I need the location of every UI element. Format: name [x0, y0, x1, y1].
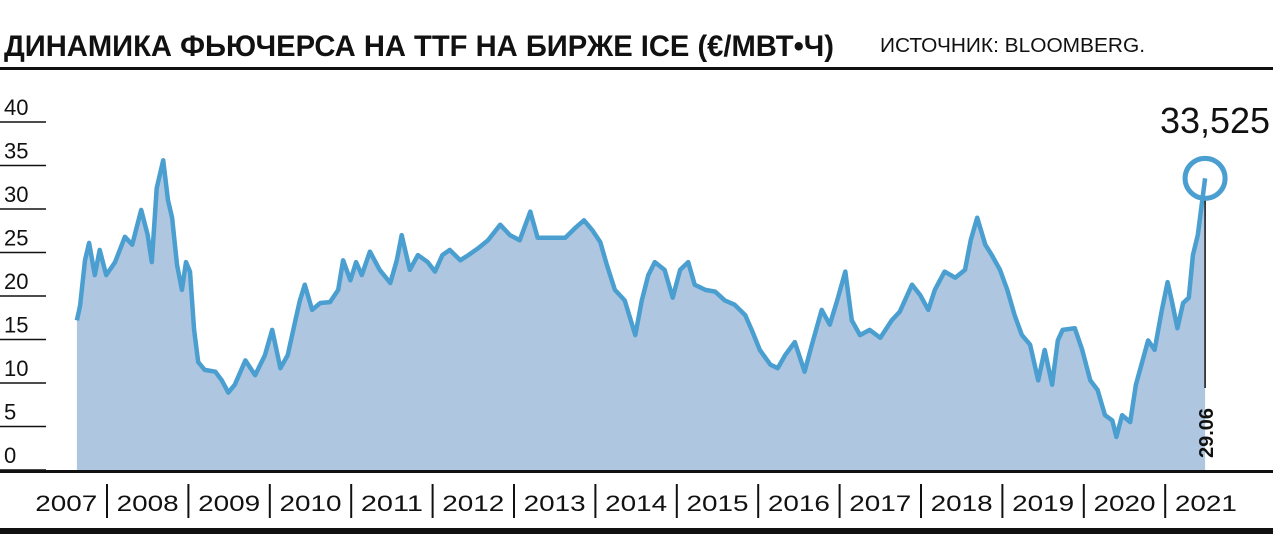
x-tick-label: 2016 — [768, 491, 830, 516]
chart-title: ДИНАМИКА ФЬЮЧЕРСА НА TTF НА БИРЖЕ ICE (€… — [4, 30, 834, 63]
end-marker — [1182, 155, 1228, 201]
source: ИСТОЧНИК: BLOOMBERG. — [880, 35, 1145, 57]
y-tick-label: 30 — [4, 182, 28, 207]
x-tick-label: 2013 — [524, 491, 586, 516]
x-tick-label: 2017 — [849, 491, 911, 516]
y-tick-label: 5 — [4, 400, 16, 425]
x-tick-label: 2014 — [605, 491, 667, 516]
x-tick-label: 2015 — [687, 491, 749, 516]
x-tick-label: 2009 — [198, 491, 260, 516]
x-tick-label: 2007 — [35, 491, 97, 516]
x-tick-label: 2021 — [1175, 491, 1237, 516]
end-date-label: 29.06 — [1196, 408, 1218, 458]
y-tick-label: 25 — [4, 226, 28, 251]
y-tick-label: 15 — [4, 313, 28, 338]
plot: 33,525 29.06 0 5 10 15 20 25 30 35 40 2007 2008 2009 2… — [0, 95, 1273, 518]
x-tick-label: 2018 — [931, 491, 993, 516]
y-tick-label: 20 — [4, 269, 28, 294]
x-tick-label: 2012 — [442, 491, 504, 516]
x-tick-label: 2019 — [1012, 491, 1074, 516]
y-tick-label: 40 — [4, 95, 28, 120]
x-axis — [0, 470, 1273, 473]
line — [74, 158, 1208, 440]
bottom-rule — [0, 528, 1273, 534]
y-tick-label: 35 — [4, 139, 28, 164]
x-tick-label: 2008 — [117, 491, 179, 516]
y-tick-label: 10 — [4, 356, 28, 381]
end-value-label: 33,525 — [1160, 100, 1270, 141]
x-tick-label: 2011 — [361, 491, 423, 516]
x-tick-label: 2020 — [1094, 491, 1156, 516]
y-tick-label: 0 — [4, 443, 16, 468]
x-tick-label: 2010 — [280, 491, 342, 516]
title-rule — [0, 67, 1273, 70]
